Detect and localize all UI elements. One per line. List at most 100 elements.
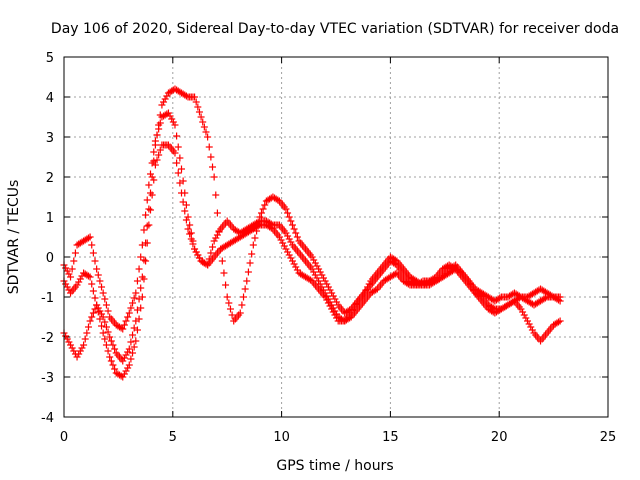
data-point-interp xyxy=(228,311,236,319)
x-tick-label: 5 xyxy=(169,430,177,445)
data-point xyxy=(93,265,101,273)
data-point xyxy=(191,93,199,101)
data-point-interp xyxy=(311,271,319,279)
data-point-interp xyxy=(146,189,154,197)
x-tick-label: 25 xyxy=(600,430,617,445)
x-tick-label: 20 xyxy=(491,430,508,445)
data-point-interp xyxy=(257,209,265,217)
data-point-interp xyxy=(192,248,200,256)
data-point-interp xyxy=(290,260,298,268)
data-point-interp xyxy=(195,254,203,262)
data-point-interp xyxy=(107,357,115,365)
data-point-interp xyxy=(127,355,135,363)
data-point-interp xyxy=(202,260,210,268)
data-point xyxy=(138,273,146,281)
data-point-interp xyxy=(146,206,154,214)
data-point xyxy=(217,245,225,253)
data-point xyxy=(523,317,531,325)
data-point xyxy=(145,205,153,213)
y-tick-label: -2 xyxy=(41,331,54,346)
data-point-interp xyxy=(313,262,321,270)
data-point-interp xyxy=(333,298,341,306)
data-point-interp xyxy=(88,241,96,249)
data-point-interp xyxy=(293,233,301,241)
data-point-interp xyxy=(329,292,337,300)
data-point xyxy=(210,237,218,245)
data-point-interp xyxy=(189,240,197,248)
data-point-interp xyxy=(91,294,99,302)
data-point-interp xyxy=(101,335,109,343)
data-point-interp xyxy=(194,103,202,111)
data-point-interp xyxy=(391,260,399,268)
data-point xyxy=(132,289,140,297)
data-point xyxy=(158,101,166,109)
data-point-interp xyxy=(202,128,210,136)
data-point-interp xyxy=(515,294,523,302)
data-point-interp xyxy=(215,227,223,235)
data-point-interp xyxy=(75,350,83,358)
grid xyxy=(64,57,608,417)
data-point-interp xyxy=(163,92,171,100)
data-point xyxy=(288,257,296,265)
data-point-interp xyxy=(246,259,254,267)
y-tick-label: 3 xyxy=(46,131,54,146)
data-point-interp xyxy=(174,143,182,151)
data-point-interp xyxy=(109,361,117,369)
data-point-interp xyxy=(181,207,189,215)
data-point xyxy=(151,161,159,169)
chart-title: Day 106 of 2020, Sidereal Day-to-day VTE… xyxy=(51,21,619,37)
data-point-interp xyxy=(84,234,92,242)
data-point-interp xyxy=(311,259,319,267)
data-point xyxy=(171,121,179,129)
data-point-interp xyxy=(122,351,130,359)
data-point-interp xyxy=(195,108,203,116)
data-point-interp xyxy=(285,251,293,259)
data-point-interp xyxy=(133,277,141,285)
data-point-interp xyxy=(205,143,213,151)
data-point-interp xyxy=(290,225,298,233)
data-point xyxy=(308,265,316,273)
data-point-interp xyxy=(200,123,208,131)
data-point-interp xyxy=(150,157,158,165)
data-point xyxy=(328,289,336,297)
data-point-interp xyxy=(150,176,158,184)
data-point-interp xyxy=(76,275,84,283)
data-point-interp xyxy=(129,349,137,357)
data-points xyxy=(60,85,564,381)
data-point-interp xyxy=(76,347,84,355)
data-point-interp xyxy=(88,313,96,321)
data-point-interp xyxy=(150,148,158,156)
data-point xyxy=(556,317,564,325)
data-point-interp xyxy=(213,231,221,239)
data-point xyxy=(315,277,323,285)
data-point-interp xyxy=(140,256,148,264)
data-point-interp xyxy=(89,249,97,257)
data-point-interp xyxy=(285,235,293,243)
data-point-interp xyxy=(62,332,70,340)
data-point-interp xyxy=(326,302,334,310)
data-point-interp xyxy=(476,292,484,300)
data-point-interp xyxy=(89,287,97,295)
data-point xyxy=(145,181,153,189)
data-point-interp xyxy=(156,146,164,154)
data-point-interp xyxy=(331,311,339,319)
data-point xyxy=(106,353,114,361)
data-point-interp xyxy=(331,295,339,303)
y-tick-label: 4 xyxy=(46,91,54,106)
data-point xyxy=(86,317,94,325)
data-point xyxy=(99,329,107,337)
data-point xyxy=(328,305,336,313)
y-axis-label: SDTVAR / TECUs xyxy=(6,180,22,295)
data-point-interp xyxy=(62,264,70,272)
data-point-interp xyxy=(186,221,194,229)
data-point-interp xyxy=(192,98,200,106)
data-point-interp xyxy=(179,198,187,206)
data-point xyxy=(151,141,159,149)
data-point xyxy=(132,337,140,345)
data-point-interp xyxy=(63,267,71,275)
data-point-interp xyxy=(554,318,562,326)
data-point-interp xyxy=(120,354,128,362)
data-point-interp xyxy=(489,304,497,312)
data-point-interp xyxy=(218,257,226,265)
